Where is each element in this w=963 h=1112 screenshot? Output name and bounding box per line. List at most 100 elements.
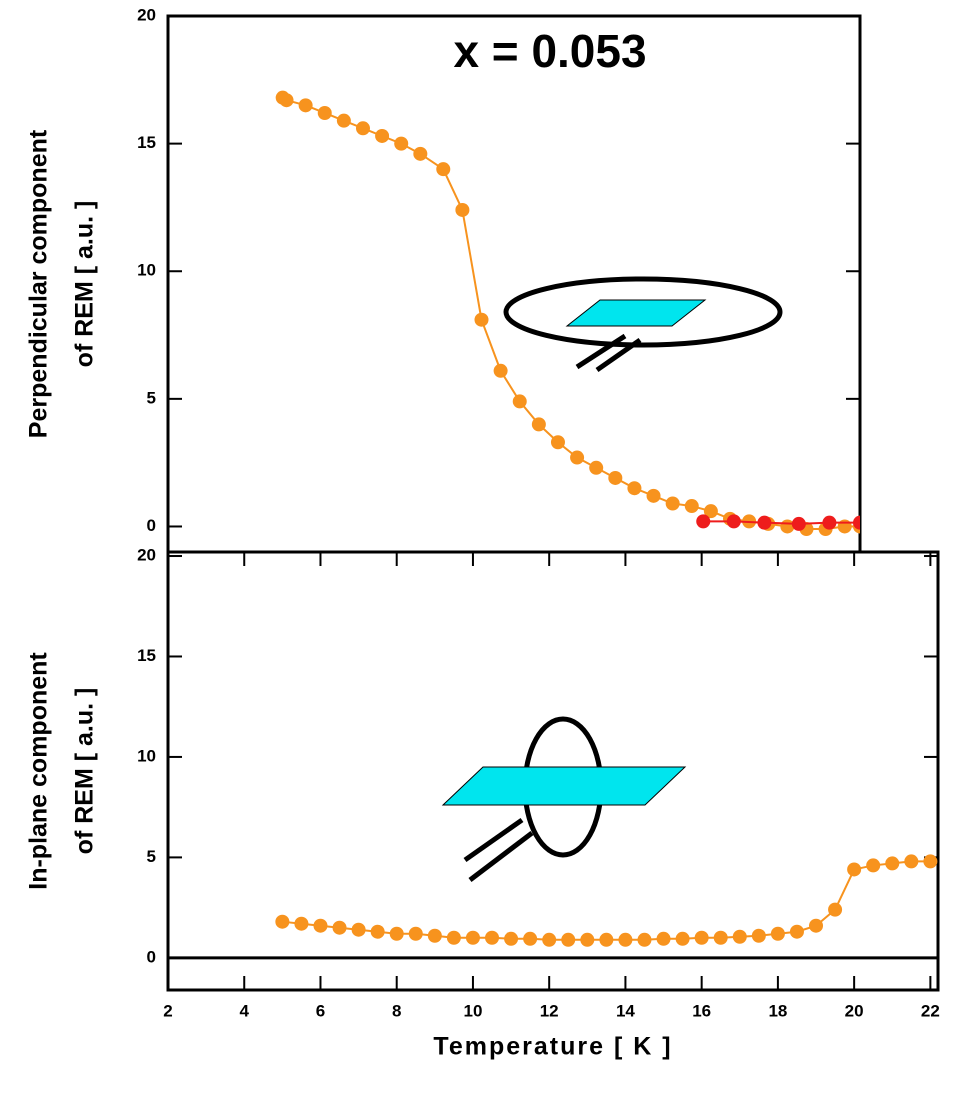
data-point bbox=[465, 930, 480, 945]
data-point bbox=[294, 916, 309, 931]
data-point bbox=[757, 515, 772, 530]
data-point bbox=[570, 450, 585, 465]
y-axis-label: Perpendicular component bbox=[25, 129, 53, 438]
y-axis-label: of REM [ a.u. ] bbox=[71, 201, 99, 368]
data-point bbox=[455, 202, 470, 217]
data-point bbox=[847, 862, 862, 877]
y-tick-label: 10 bbox=[137, 746, 156, 765]
data-point bbox=[531, 417, 546, 432]
data-point bbox=[413, 146, 428, 161]
data-point bbox=[485, 930, 500, 945]
x-tick-label: 6 bbox=[316, 1001, 325, 1020]
sample-diagram-bottom bbox=[441, 716, 687, 882]
x-tick-label: 18 bbox=[768, 1001, 787, 1020]
data-point bbox=[646, 488, 661, 503]
plot-frame bbox=[166, 550, 940, 992]
data-point bbox=[656, 931, 671, 946]
data-point bbox=[675, 931, 690, 946]
plot-area bbox=[275, 854, 938, 947]
data-point bbox=[822, 515, 837, 530]
x-tick-label: 14 bbox=[616, 1001, 635, 1020]
data-point bbox=[550, 435, 565, 450]
x-tick-label: 8 bbox=[392, 1001, 401, 1020]
data-point bbox=[694, 930, 709, 945]
data-point bbox=[791, 516, 806, 531]
data-point bbox=[394, 136, 409, 151]
data-point bbox=[770, 926, 785, 941]
data-point bbox=[446, 930, 461, 945]
data-point bbox=[866, 858, 881, 873]
data-point bbox=[275, 914, 290, 929]
chart-title: x = 0.053 bbox=[453, 25, 646, 77]
y-tick-label: 15 bbox=[137, 646, 156, 665]
x-tick-label: 10 bbox=[463, 1001, 482, 1020]
data-point bbox=[923, 854, 938, 869]
data-point bbox=[317, 105, 332, 120]
y-axis-label: of REM [ a.u. ] bbox=[71, 688, 99, 855]
data-point bbox=[427, 928, 442, 943]
data-point bbox=[853, 515, 860, 530]
y-tick-label: 5 bbox=[147, 847, 156, 866]
data-point bbox=[726, 514, 741, 529]
series-group bbox=[275, 854, 938, 947]
series-group bbox=[275, 90, 860, 537]
data-point bbox=[589, 460, 604, 475]
x-tick-label: 4 bbox=[240, 1001, 250, 1020]
data-point bbox=[696, 514, 711, 529]
data-point bbox=[809, 918, 824, 933]
data-point bbox=[837, 519, 852, 534]
data-point bbox=[504, 931, 519, 946]
x-axis-label: Temperature [ K ] bbox=[433, 1033, 672, 1061]
data-point bbox=[493, 363, 508, 378]
data-point bbox=[904, 854, 919, 869]
data-point bbox=[885, 856, 900, 871]
data-point bbox=[436, 162, 451, 177]
x-tick-label: 2 bbox=[163, 1001, 172, 1020]
data-point bbox=[703, 504, 718, 519]
x-tick-label: 12 bbox=[540, 1001, 559, 1020]
data-point bbox=[627, 481, 642, 496]
y-tick-label: 15 bbox=[137, 133, 156, 152]
data-point bbox=[512, 394, 527, 409]
data-point bbox=[370, 924, 385, 939]
plot-area bbox=[275, 90, 860, 537]
data-point bbox=[298, 98, 313, 113]
data-point bbox=[828, 902, 843, 917]
data-point bbox=[751, 928, 766, 943]
y-tick-label: 5 bbox=[147, 388, 156, 407]
data-point bbox=[523, 931, 538, 946]
data-point bbox=[389, 926, 404, 941]
y-tick-label: 0 bbox=[147, 516, 156, 535]
sample-diagram-top bbox=[503, 276, 783, 373]
data-point bbox=[665, 496, 680, 511]
data-point bbox=[351, 922, 366, 937]
data-point bbox=[355, 121, 370, 136]
data-point bbox=[336, 113, 351, 128]
data-point bbox=[684, 499, 699, 514]
data-point bbox=[332, 920, 347, 935]
data-point bbox=[580, 932, 595, 947]
plot-frame bbox=[166, 14, 862, 554]
y-axis-label: In-plane component bbox=[25, 652, 53, 890]
data-point bbox=[375, 128, 390, 143]
data-point bbox=[279, 93, 294, 108]
data-point bbox=[732, 929, 747, 944]
data-point bbox=[599, 932, 614, 947]
data-point bbox=[789, 924, 804, 939]
x-tick-label: 22 bbox=[921, 1001, 940, 1020]
data-point bbox=[713, 930, 728, 945]
data-point bbox=[608, 470, 623, 485]
data-point bbox=[618, 932, 633, 947]
data-point bbox=[542, 932, 557, 947]
data-point bbox=[474, 312, 489, 327]
y-tick-label: 10 bbox=[137, 261, 156, 280]
y-tick-label: 0 bbox=[147, 947, 156, 966]
series-line bbox=[282, 96, 860, 531]
x-tick-label: 20 bbox=[845, 1001, 864, 1020]
y-tick-label: 20 bbox=[137, 546, 156, 565]
y-tick-label: 20 bbox=[137, 5, 156, 24]
data-point bbox=[637, 932, 652, 947]
data-point bbox=[561, 932, 576, 947]
x-tick-label: 16 bbox=[692, 1001, 711, 1020]
